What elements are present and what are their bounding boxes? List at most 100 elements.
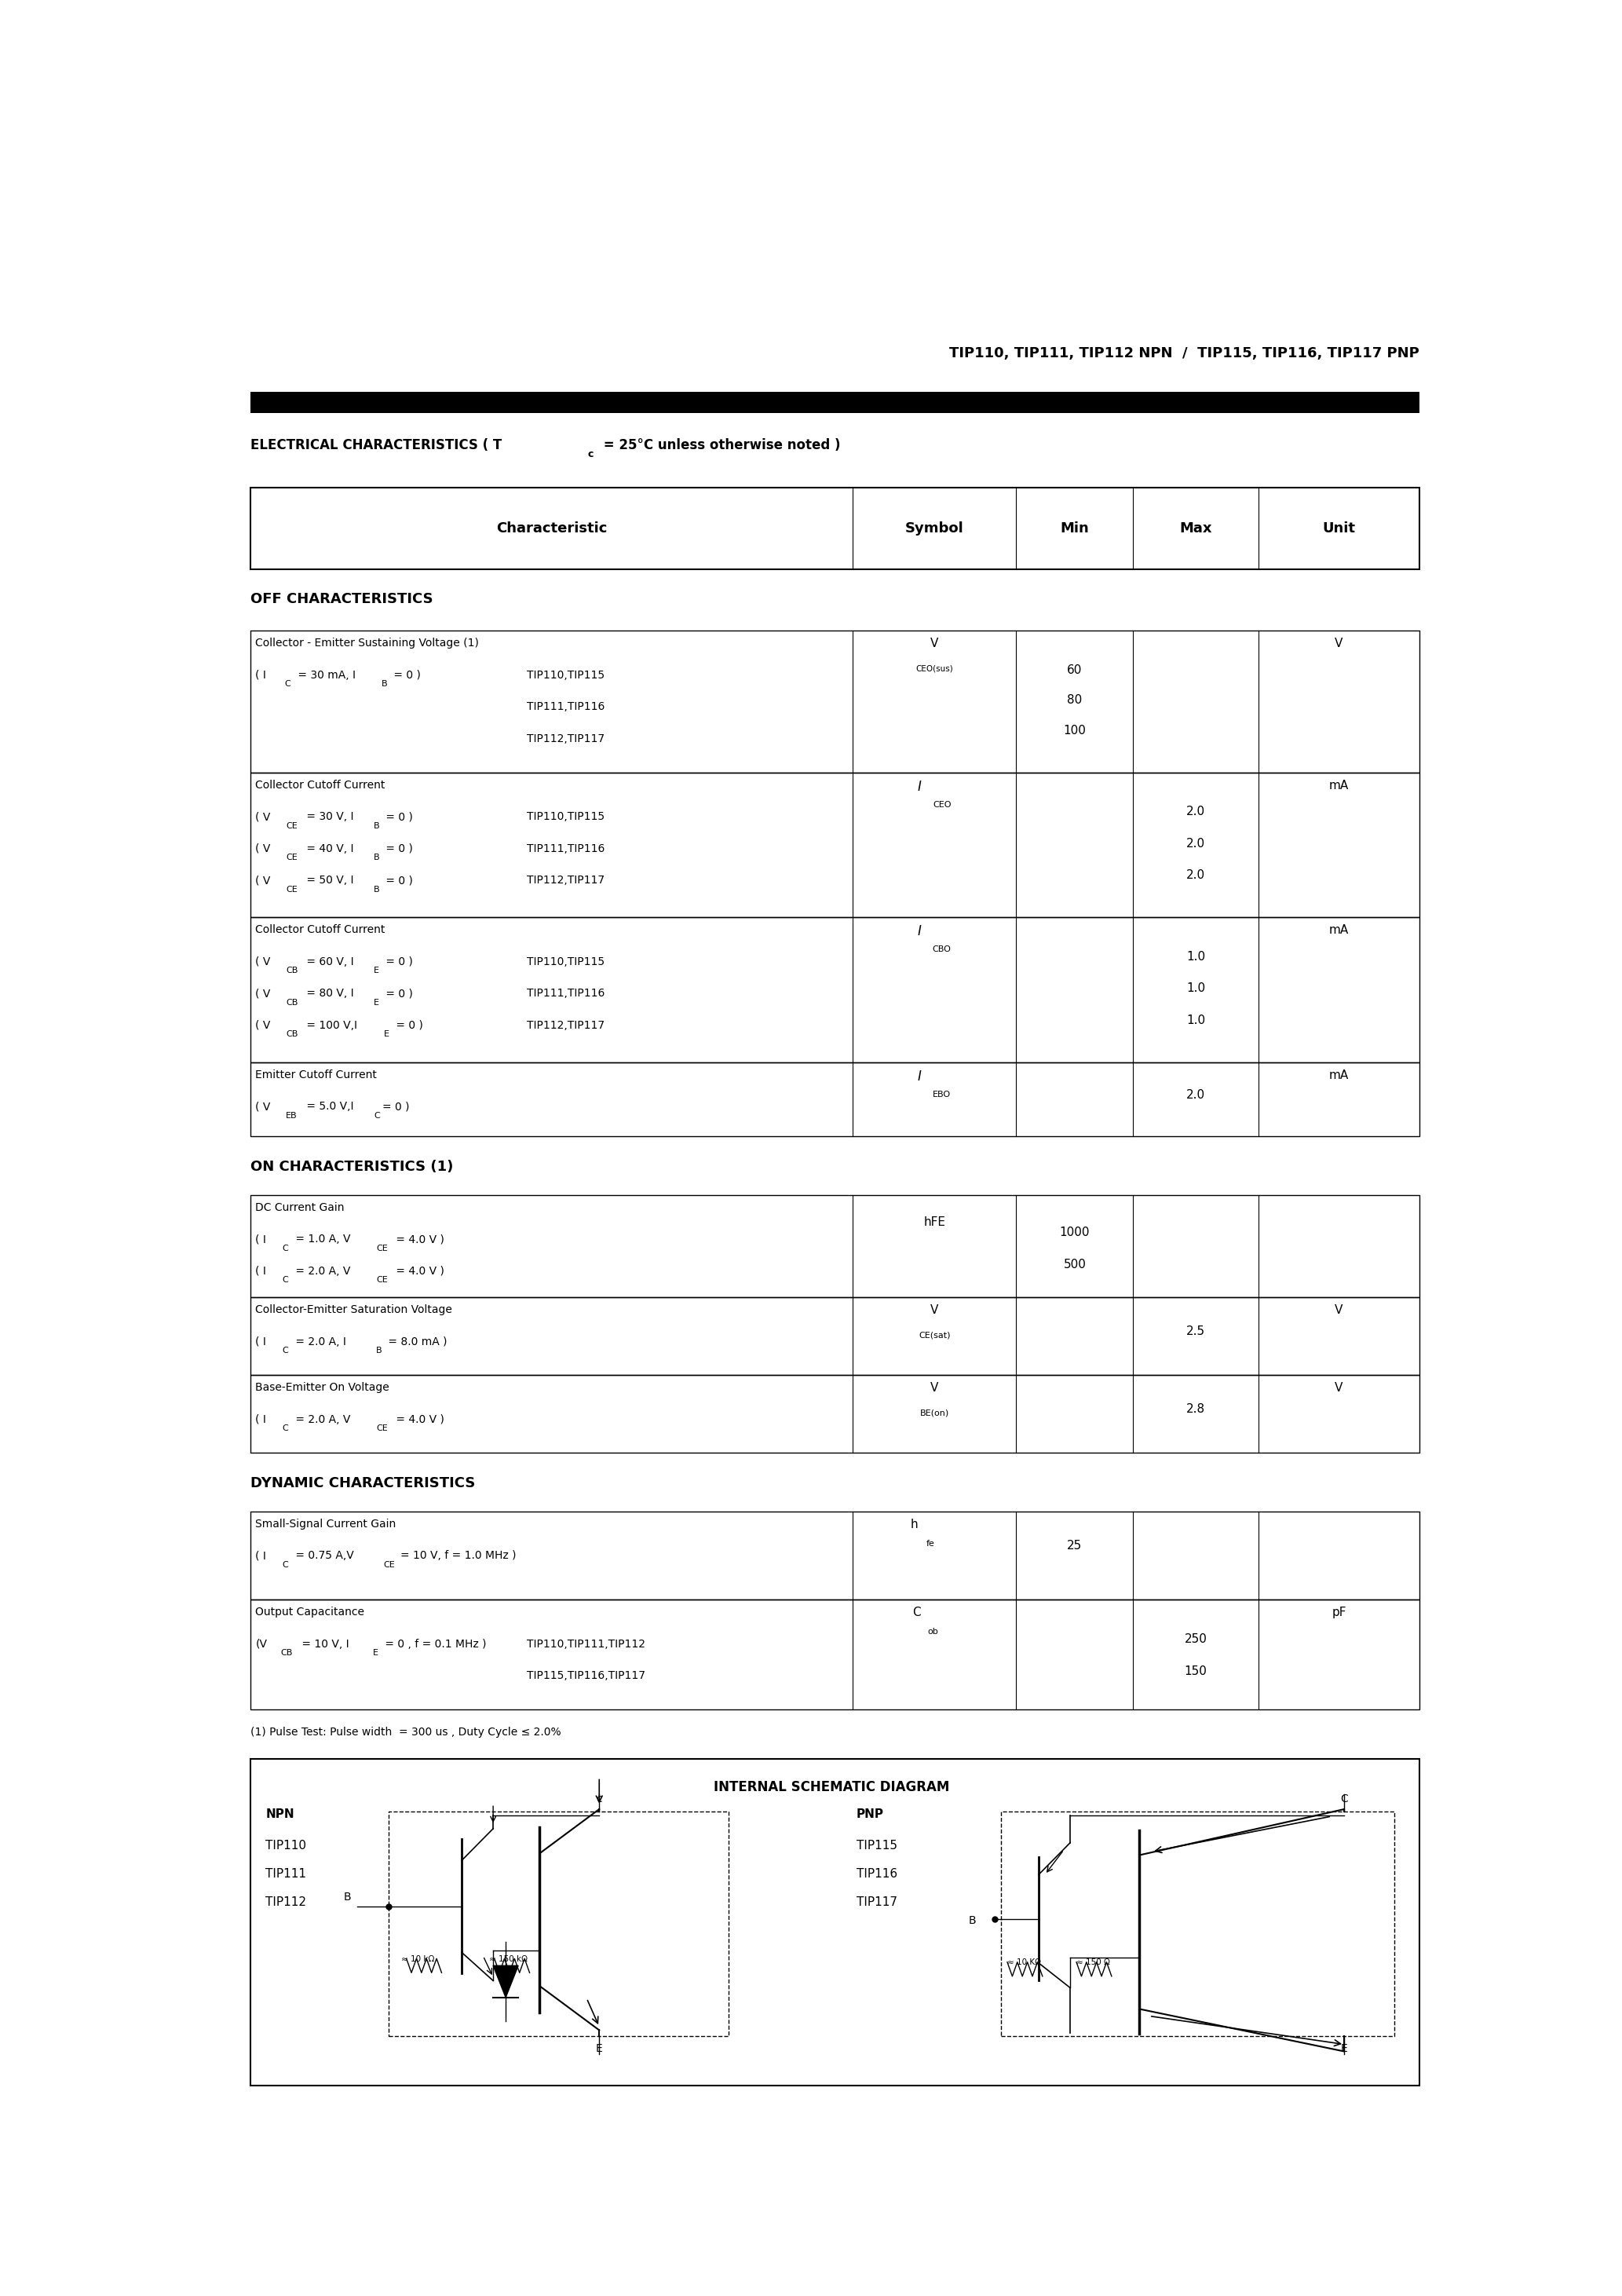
Text: = 100 V,I: = 100 V,I (303, 1019, 357, 1031)
Text: C: C (373, 1111, 380, 1120)
Text: = 50 V, I: = 50 V, I (303, 875, 354, 886)
Text: Collector - Emitter Sustaining Voltage (1): Collector - Emitter Sustaining Voltage (… (256, 638, 478, 650)
Text: TIP110, TIP111, TIP112 NPN  /  TIP115, TIP116, TIP117 PNP: TIP110, TIP111, TIP112 NPN / TIP115, TIP… (949, 347, 1419, 360)
Text: CBO: CBO (933, 946, 952, 953)
Text: ≈ 150 kΩ: ≈ 150 kΩ (490, 1956, 527, 1963)
Text: = 4.0 V ): = 4.0 V ) (393, 1233, 444, 1244)
Text: Collector Cutoff Current: Collector Cutoff Current (256, 925, 386, 934)
Text: CEO: CEO (933, 801, 950, 808)
Text: c: c (587, 448, 594, 459)
Text: = 10 V, I: = 10 V, I (298, 1639, 349, 1649)
Text: B: B (373, 822, 380, 829)
Text: = 60 V, I: = 60 V, I (303, 955, 354, 967)
Text: TIP110,TIP115: TIP110,TIP115 (527, 810, 605, 822)
Bar (250, 631, 1419, 771)
Text: EB: EB (285, 1111, 297, 1120)
Text: 1.0: 1.0 (1186, 983, 1205, 994)
Text: = 40 V, I: = 40 V, I (303, 843, 354, 854)
Text: C: C (1340, 1793, 1348, 1805)
Text: V: V (931, 1304, 939, 1316)
Text: TIP115,TIP116,TIP117: TIP115,TIP116,TIP117 (527, 1671, 646, 1681)
Text: = 2.0 A, V: = 2.0 A, V (292, 1414, 350, 1426)
Text: mA: mA (1328, 778, 1350, 792)
Text: I: I (918, 925, 921, 939)
Text: ( V: ( V (256, 1102, 271, 1111)
Text: TIP110: TIP110 (266, 1839, 307, 1853)
Text: E: E (384, 1031, 389, 1038)
Text: OFF CHARACTERISTICS: OFF CHARACTERISTICS (250, 592, 433, 606)
Text: I: I (918, 1070, 921, 1084)
Text: ≈ 150 Ω: ≈ 150 Ω (1077, 1958, 1109, 1965)
Text: C: C (913, 1607, 921, 1619)
Text: E: E (595, 2043, 603, 2055)
Text: (1) Pulse Test: Pulse width  = 300 us , Duty Cycle ≤ 2.0%: (1) Pulse Test: Pulse width = 300 us , D… (250, 1727, 561, 1738)
Text: NPN: NPN (266, 1809, 294, 1821)
Text: Collector Cutoff Current: Collector Cutoff Current (256, 778, 386, 790)
Text: = 0 ): = 0 ) (383, 810, 414, 822)
Text: V: V (931, 638, 939, 650)
Text: 2.0: 2.0 (1186, 806, 1205, 817)
Text: 2.0: 2.0 (1186, 1088, 1205, 1100)
Text: EBO: EBO (933, 1091, 950, 1097)
Text: C: C (282, 1561, 289, 1568)
Text: B: B (344, 1892, 350, 1903)
Text: ( V: ( V (256, 843, 271, 854)
Text: mA: mA (1328, 1070, 1350, 1081)
Text: ob: ob (928, 1628, 939, 1635)
Bar (389, 1812, 728, 2037)
Text: c: c (597, 1793, 602, 1805)
Bar (1001, 1812, 1395, 2037)
Text: ( I: ( I (256, 1336, 266, 1348)
Text: CEO(sus): CEO(sus) (916, 664, 954, 673)
Text: TIP115: TIP115 (856, 1839, 897, 1853)
Text: ≈ 10 kΩ: ≈ 10 kΩ (401, 1956, 435, 1963)
Text: I: I (918, 778, 921, 794)
Text: V: V (931, 1382, 939, 1394)
Text: = 5.0 V,I: = 5.0 V,I (303, 1102, 354, 1111)
Text: 80: 80 (1067, 693, 1082, 707)
Text: = 10 V, f = 1.0 MHz ): = 10 V, f = 1.0 MHz ) (401, 1550, 516, 1561)
Text: Characteristic: Characteristic (496, 521, 607, 535)
Text: = 0 ): = 0 ) (393, 1019, 423, 1031)
Text: CE: CE (285, 886, 297, 893)
Text: Unit: Unit (1322, 521, 1356, 535)
Text: TIP110,TIP115: TIP110,TIP115 (527, 955, 605, 967)
Text: 150: 150 (1184, 1665, 1207, 1676)
Text: CE: CE (285, 854, 297, 861)
Text: fe: fe (926, 1541, 934, 1548)
Text: TIP112,TIP117: TIP112,TIP117 (527, 732, 605, 744)
Text: hFE: hFE (923, 1217, 946, 1228)
Bar (250, 1759, 1419, 2085)
Text: 60: 60 (1067, 664, 1082, 677)
Text: = 2.0 A, V: = 2.0 A, V (292, 1265, 350, 1277)
Text: ( I: ( I (256, 1265, 266, 1277)
Text: 1000: 1000 (1059, 1226, 1090, 1238)
Text: 25: 25 (1067, 1541, 1082, 1552)
Text: Emitter Cutoff Current: Emitter Cutoff Current (256, 1070, 378, 1081)
Text: = 80 V, I: = 80 V, I (303, 987, 354, 999)
Text: 2.5: 2.5 (1186, 1325, 1205, 1339)
Text: mA: mA (1328, 925, 1350, 937)
Text: DC Current Gain: DC Current Gain (256, 1201, 344, 1212)
Text: 100: 100 (1064, 726, 1087, 737)
Text: = 4.0 V ): = 4.0 V ) (393, 1414, 444, 1426)
Text: Collector-Emitter Saturation Voltage: Collector-Emitter Saturation Voltage (256, 1304, 453, 1316)
Text: PNP: PNP (856, 1809, 884, 1821)
Text: ( I: ( I (256, 670, 266, 680)
Text: CE(sat): CE(sat) (918, 1332, 950, 1339)
Text: 500: 500 (1064, 1258, 1087, 1270)
Bar (250, 1375, 1419, 1453)
Text: ( V: ( V (256, 1019, 271, 1031)
Text: = 0 ): = 0 ) (383, 875, 414, 886)
Bar (250, 487, 1419, 569)
Bar (250, 771, 1419, 918)
Bar (250, 1063, 1419, 1137)
Text: DYNAMIC CHARACTERISTICS: DYNAMIC CHARACTERISTICS (250, 1476, 475, 1490)
Text: = 4.0 V ): = 4.0 V ) (393, 1265, 444, 1277)
Text: = 0.75 A,V: = 0.75 A,V (292, 1550, 354, 1561)
Text: TIP111: TIP111 (266, 1869, 307, 1880)
Text: ( V: ( V (256, 875, 271, 886)
Text: CE: CE (376, 1244, 388, 1251)
Text: TIP111,TIP116: TIP111,TIP116 (527, 987, 605, 999)
Text: TIP112,TIP117: TIP112,TIP117 (527, 1019, 605, 1031)
